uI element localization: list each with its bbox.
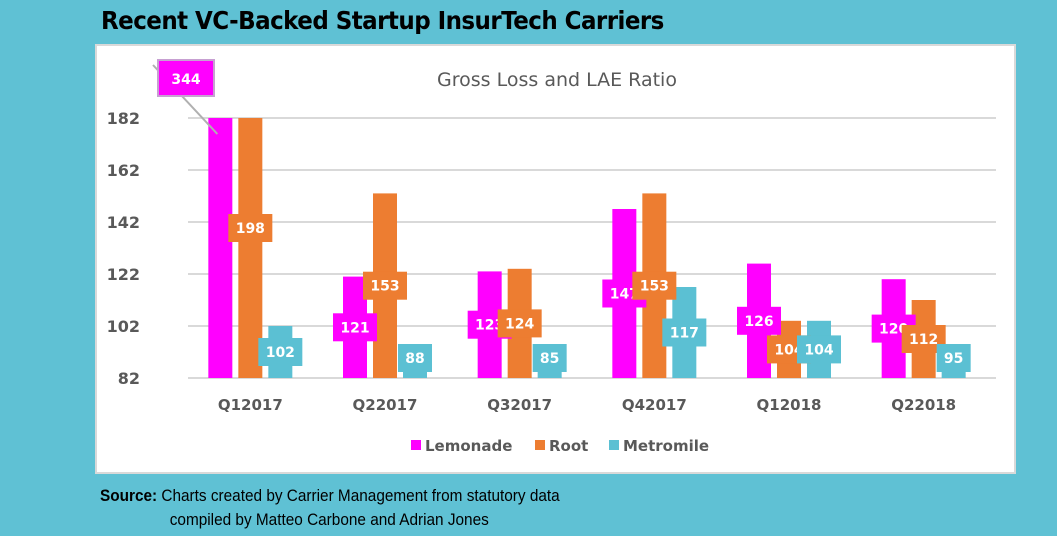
- legend-label-lemonade: Lemonade: [425, 437, 512, 455]
- x-tick-label: Q22018: [891, 396, 956, 414]
- source-note: Source: Charts created by Carrier Manage…: [100, 484, 560, 532]
- data-label-box: [333, 313, 377, 342]
- data-label-box: [228, 214, 273, 242]
- data-label: 123: [475, 318, 504, 334]
- data-label: 104: [774, 342, 803, 358]
- y-tick-label: 182: [107, 109, 140, 128]
- data-label: 120: [879, 322, 908, 338]
- data-label: 117: [670, 326, 699, 342]
- x-tick-label: Q22017: [353, 396, 418, 414]
- data-label-box: [398, 344, 432, 372]
- y-tick-label: 122: [107, 265, 140, 284]
- data-label-box: [737, 306, 781, 335]
- bar-lemonade-q12017: [208, 118, 233, 378]
- gridlines: [188, 117, 996, 379]
- y-axis-ticks: 82 102 122 142 162 182: [107, 109, 140, 388]
- data-label-box: [497, 309, 542, 338]
- y-tick-label: 102: [107, 317, 140, 336]
- legend-label-metromile: Metromile: [623, 437, 709, 455]
- data-label-box: [797, 335, 841, 364]
- data-label: 121: [340, 320, 369, 336]
- data-label-box: [157, 59, 215, 97]
- x-tick-label: Q42017: [622, 396, 687, 414]
- legend-swatch-root: [535, 440, 545, 450]
- data-label: 85: [540, 351, 559, 367]
- data-label: 104: [804, 342, 833, 358]
- data-label-box: [532, 344, 567, 372]
- data-label-box: [662, 318, 707, 347]
- x-tick-label: Q32017: [487, 396, 552, 414]
- source-line-1: Charts created by Carrier Management fro…: [161, 487, 560, 505]
- x-tick-label: Q12018: [757, 396, 822, 414]
- x-axis-ticks: Q12017 Q22017 Q32017 Q42017 Q12018 Q22018: [218, 396, 956, 414]
- data-label: 147: [610, 287, 639, 303]
- y-tick-label: 142: [107, 213, 140, 232]
- legend-swatch-lemonade: [411, 440, 421, 450]
- bar-metromile-q32017: [537, 370, 562, 378]
- data-label: 102: [266, 345, 295, 361]
- data-label: 112: [909, 332, 938, 348]
- data-label: 95: [944, 351, 963, 367]
- headline: Recent VC-Backed Startup InsurTech Carri…: [101, 6, 664, 35]
- data-label: 344: [171, 72, 200, 88]
- data-label-box: [258, 338, 303, 366]
- legend: Lemonade Root Metromile: [411, 437, 709, 455]
- data-label: 153: [640, 279, 669, 295]
- x-tick-label: Q12017: [218, 396, 283, 414]
- y-tick-label: 82: [118, 369, 140, 388]
- data-label-box: [632, 271, 677, 300]
- chart-title: Gross Loss and LAE Ratio: [437, 69, 677, 91]
- data-label: 153: [370, 279, 399, 295]
- legend-swatch-metromile: [609, 440, 619, 450]
- legend-label-root: Root: [549, 437, 588, 455]
- data-label: 88: [405, 351, 424, 367]
- data-label: 124: [505, 316, 534, 332]
- data-label: 126: [744, 314, 773, 330]
- source-line-2: compiled by Matteo Carbone and Adrian Jo…: [169, 511, 489, 529]
- source-label: Source:: [100, 487, 158, 505]
- bar-root-q12017: [238, 118, 263, 378]
- y-tick-label: 162: [107, 161, 140, 180]
- data-label-box: [936, 344, 971, 372]
- data-label: 198: [236, 221, 265, 237]
- bars: [208, 118, 966, 378]
- data-label-box: [363, 271, 407, 300]
